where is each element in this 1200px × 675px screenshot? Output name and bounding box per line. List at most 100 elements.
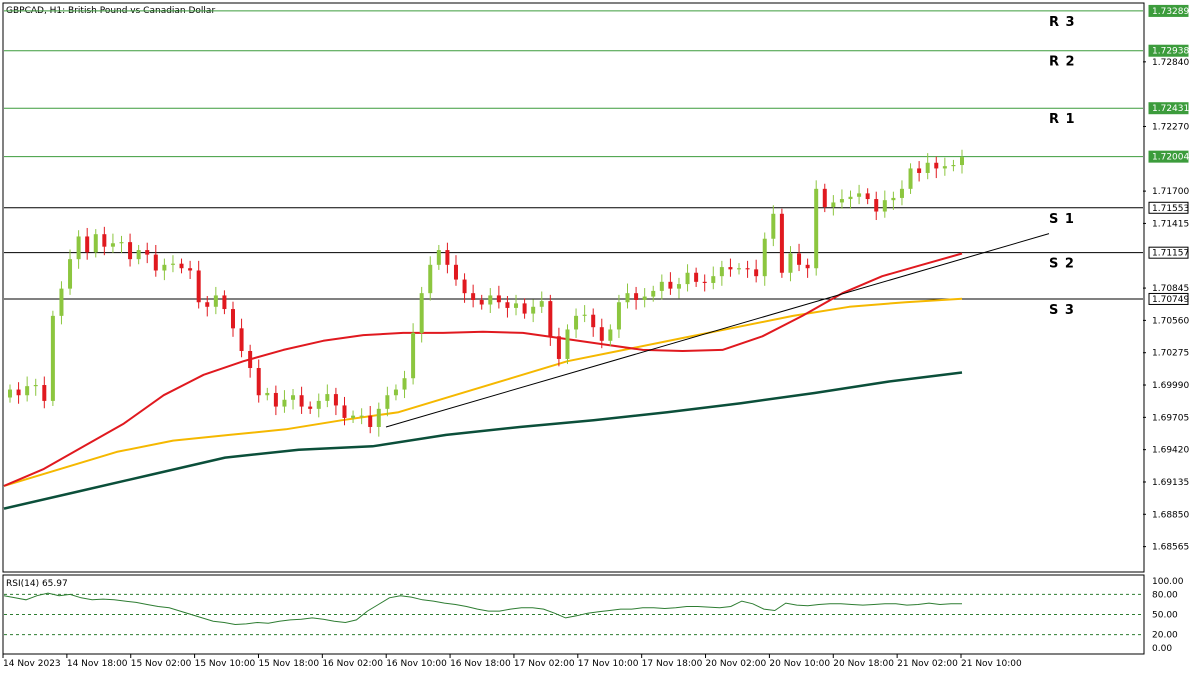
price-tick-label-8: 1.69705 — [1152, 413, 1189, 423]
candle-body-52 — [453, 264, 458, 280]
candle-body-67 — [582, 314, 587, 316]
candle-body-38 — [333, 394, 338, 406]
candle-body-61 — [531, 306, 536, 314]
candle-body-46 — [402, 378, 407, 390]
candle-body-45 — [393, 389, 398, 396]
candle-body-49 — [428, 264, 433, 294]
time-label-5: 16 Nov 02:00 — [322, 659, 383, 669]
candle-body-42 — [368, 415, 373, 427]
candle-body-43 — [376, 408, 381, 427]
candle-body-10 — [93, 234, 98, 253]
time-label-4: 15 Nov 18:00 — [258, 659, 319, 669]
candle-body-20 — [179, 263, 184, 269]
candle-body-32 — [282, 399, 287, 407]
candle-body-73 — [634, 293, 639, 300]
candle-body-88 — [762, 238, 767, 277]
time-axis: 14 Nov 2023 14 Nov 18:00 15 Nov 02:00 15 No… — [2, 654, 1022, 669]
candle-body-87 — [754, 269, 759, 277]
rsi-indicator: 100.00 80.00 50.00 20.00 0.00 — [3, 577, 1184, 654]
candle-body-102 — [882, 200, 887, 212]
time-label-14: 21 Nov 02:00 — [897, 659, 958, 669]
ma-green-line — [3, 371, 963, 510]
candle-body-71 — [616, 302, 621, 330]
time-label-15: 21 Nov 10:00 — [961, 659, 1022, 669]
candle-body-2 — [25, 386, 30, 396]
candle-body-4 — [42, 385, 47, 401]
price-tick-label-7: 1.69990 — [1152, 381, 1189, 391]
candle-body-51 — [445, 250, 450, 265]
candle-body-70 — [608, 329, 613, 341]
price-tag-box-6 — [1148, 292, 1189, 305]
candle-body-22 — [196, 270, 201, 303]
candle-body-16 — [145, 250, 150, 255]
candle-body-40 — [351, 415, 356, 418]
candle-body-12 — [110, 243, 115, 247]
time-label-10: 17 Nov 18:00 — [642, 659, 703, 669]
candle-body-107 — [925, 162, 930, 173]
time-label-0: 14 Nov 2023 — [3, 659, 61, 669]
candle-body-15 — [136, 250, 141, 260]
time-label-7: 16 Nov 18:00 — [450, 659, 511, 669]
price-tick-label-5: 1.70560 — [1152, 316, 1189, 326]
candle-body-89 — [771, 213, 776, 239]
candle-body-58 — [505, 302, 510, 308]
candle-body-95 — [822, 188, 827, 207]
price-tick-label-9: 1.69420 — [1152, 446, 1189, 456]
candle-body-81 — [702, 281, 707, 283]
candle-body-93 — [805, 264, 810, 269]
candle-body-90 — [779, 213, 784, 273]
price-tick-label-0: 1.72840 — [1152, 58, 1189, 68]
price-tag-box-0 — [1148, 4, 1189, 17]
candle-body-47 — [411, 332, 416, 379]
candle-body-23 — [205, 302, 210, 307]
price-tick-label-3: 1.71415 — [1152, 219, 1189, 229]
level-lines: R 3 R 2 R 1 S 1 S 2 S 3 — [4, 10, 1143, 318]
candle-body-97 — [839, 199, 844, 203]
candle-body-37 — [325, 394, 330, 401]
candle-body-72 — [625, 293, 630, 303]
price-tick-label-4: 1.70845 — [1152, 284, 1189, 294]
price-tick-label-2: 1.71700 — [1152, 187, 1189, 197]
candle-body-99 — [857, 193, 862, 197]
candle-body-55 — [479, 299, 484, 305]
time-label-9: 17 Nov 10:00 — [578, 659, 639, 669]
ma-red-line — [3, 252, 963, 487]
candle-body-30 — [265, 392, 270, 396]
candle-body-101 — [874, 199, 879, 212]
price-tick-label-6: 1.70275 — [1152, 349, 1189, 359]
candle-body-77 — [668, 281, 673, 289]
price-tag-label-4: 1.71553 — [1152, 204, 1189, 214]
candle-body-108 — [934, 162, 939, 169]
rsi-tick-label-1: 80.00 — [1152, 590, 1178, 600]
price-tick-label-12: 1.68565 — [1152, 543, 1189, 553]
candle-body-21 — [188, 268, 193, 271]
candle-body-24 — [213, 295, 218, 307]
time-label-6: 16 Nov 10:00 — [386, 659, 447, 669]
rsi-tick-label-4: 0.00 — [1152, 644, 1172, 654]
candle-body-104 — [899, 188, 904, 198]
price-axis: 1.72840 1.72270 1.71700 1.71415 1.70845 1.705… — [1143, 4, 1189, 553]
time-label-11: 20 Nov 02:00 — [706, 659, 767, 669]
rising-trendline — [385, 233, 1050, 428]
candle-body-29 — [256, 368, 261, 396]
price-tag-box-3 — [1148, 150, 1189, 163]
price-tick-label-10: 1.69135 — [1152, 478, 1189, 488]
candle-body-48 — [419, 293, 424, 333]
level-name-5: S 2 — [1049, 257, 1075, 272]
candle-body-98 — [848, 196, 853, 200]
candle-body-8 — [76, 236, 81, 260]
candle-body-106 — [917, 168, 922, 173]
candle-body-34 — [299, 395, 304, 407]
ma-yellow-line — [3, 297, 963, 487]
candle-body-36 — [316, 400, 321, 409]
price-tag-box-1 — [1148, 44, 1189, 57]
candle-body-75 — [651, 290, 656, 297]
candle-body-7 — [68, 259, 73, 289]
rsi-line — [3, 592, 962, 626]
candle-body-35 — [308, 406, 313, 409]
candle-body-27 — [239, 328, 244, 352]
candle-body-44 — [385, 395, 390, 409]
candle-body-63 — [548, 301, 553, 337]
time-label-2: 15 Nov 02:00 — [131, 659, 192, 669]
candle-body-100 — [865, 193, 870, 200]
